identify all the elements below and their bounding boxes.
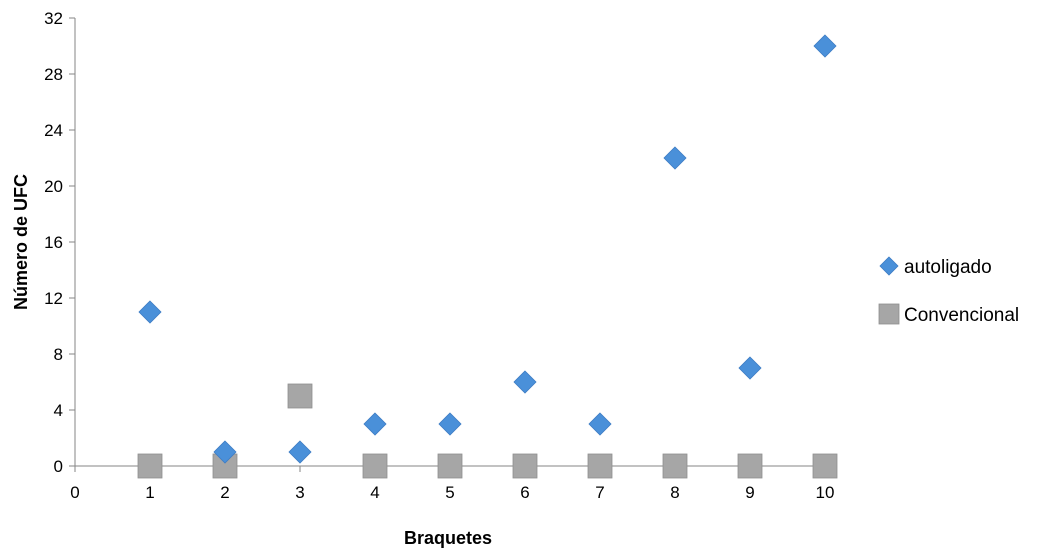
diamond-point (513, 370, 537, 394)
diamond-point (663, 146, 687, 170)
legend-item: autoligado (879, 256, 992, 278)
diamond-point (738, 356, 762, 380)
series-convencional (137, 383, 838, 479)
y-tick-labels: 0 4 8 12 16 20 24 28 32 (44, 9, 63, 476)
x-tick-label: 8 (670, 483, 679, 502)
diamond-point (288, 440, 312, 464)
y-tick-label: 20 (44, 177, 63, 196)
y-tick-label: 12 (44, 289, 63, 308)
diamond-point (213, 440, 237, 464)
x-tick-label: 5 (445, 483, 454, 502)
data-points (137, 34, 838, 479)
diamond-point (363, 412, 387, 436)
square-point (812, 453, 838, 479)
square-point (587, 453, 613, 479)
legend-square-marker (878, 303, 900, 325)
square-point (362, 453, 388, 479)
square-point (287, 383, 313, 409)
x-tick-labels: 0 1 2 3 4 5 6 7 8 9 10 (70, 483, 834, 502)
diamond-point (588, 412, 612, 436)
square-point (737, 453, 763, 479)
y-tick-label: 4 (54, 401, 63, 420)
x-tick-label: 0 (70, 483, 79, 502)
square-point (662, 453, 688, 479)
series-autoligado (138, 34, 837, 464)
y-tick-label: 28 (44, 65, 63, 84)
x-tick-label: 6 (520, 483, 529, 502)
diamond-point (138, 300, 162, 324)
y-axis-title: Número de UFC (11, 174, 31, 310)
x-tick-label: 9 (745, 483, 754, 502)
y-tick-label: 24 (44, 121, 63, 140)
x-tick-label: 1 (145, 483, 154, 502)
legend: autoligado Convencional (878, 256, 1019, 326)
square-point (437, 453, 463, 479)
y-tick-label: 8 (54, 345, 63, 364)
diamond-point (438, 412, 462, 436)
x-tick-label: 7 (595, 483, 604, 502)
x-tick-label: 4 (370, 483, 379, 502)
square-point (137, 453, 163, 479)
y-tick-label: 16 (44, 233, 63, 252)
x-tick-label: 10 (816, 483, 835, 502)
legend-label: autoligado (904, 257, 992, 278)
y-tick-label: 0 (54, 457, 63, 476)
x-tick-label: 3 (295, 483, 304, 502)
square-point (512, 453, 538, 479)
legend-diamond-marker (879, 256, 899, 276)
legend-item: Convencional (878, 303, 1019, 326)
axes (69, 17, 826, 472)
y-tick-label: 32 (44, 9, 63, 28)
x-axis-title: Braquetes (404, 528, 492, 548)
diamond-point (813, 34, 837, 58)
legend-label: Convencional (904, 305, 1019, 326)
x-tick-label: 2 (220, 483, 229, 502)
